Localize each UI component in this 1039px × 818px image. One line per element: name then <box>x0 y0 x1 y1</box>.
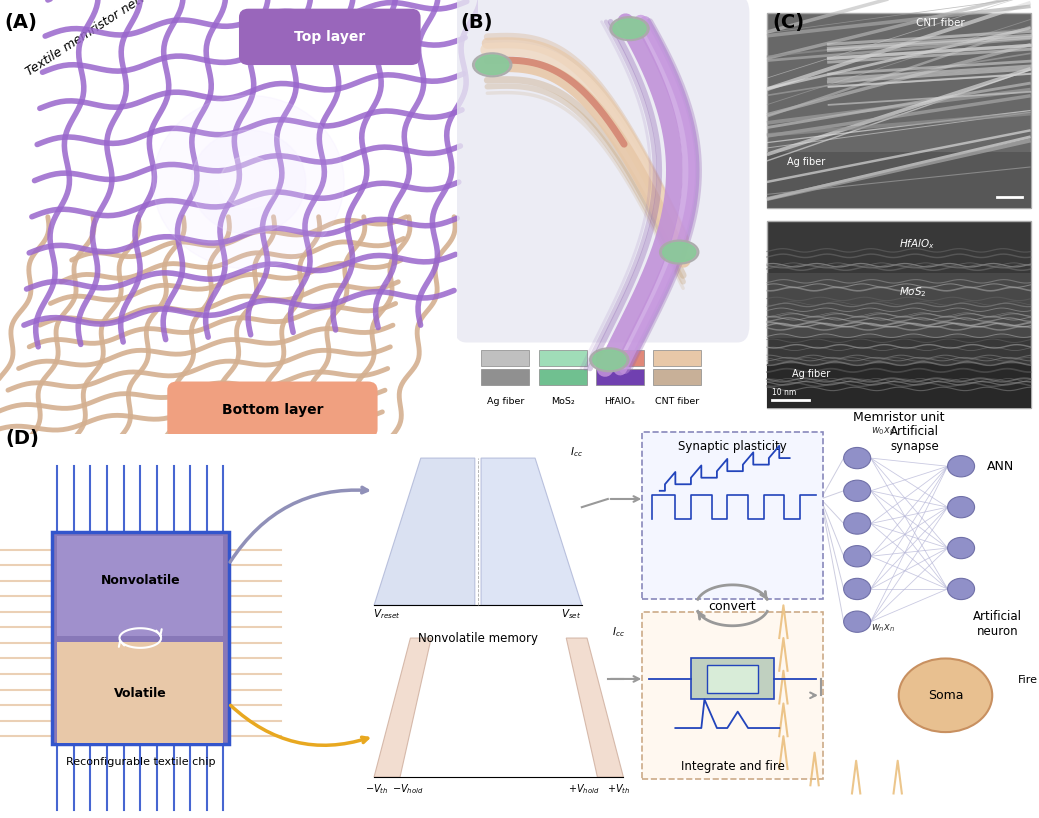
Ellipse shape <box>613 19 646 38</box>
Text: Bottom layer: Bottom layer <box>221 402 323 416</box>
Text: Synaptic plasticity: Synaptic plasticity <box>678 440 787 453</box>
Text: Volatile: Volatile <box>114 687 166 700</box>
FancyBboxPatch shape <box>767 221 1031 407</box>
Circle shape <box>948 497 975 518</box>
Text: $I_{cc}$: $I_{cc}$ <box>570 446 583 460</box>
Text: Ag fiber: Ag fiber <box>787 157 825 167</box>
FancyBboxPatch shape <box>767 273 1031 338</box>
Text: HfAlO$_x$: HfAlO$_x$ <box>899 237 935 251</box>
Text: Nonvolatile: Nonvolatile <box>101 574 180 587</box>
FancyBboxPatch shape <box>57 642 223 743</box>
Polygon shape <box>481 458 582 605</box>
Circle shape <box>191 130 305 234</box>
Text: CNT fiber: CNT fiber <box>655 397 699 406</box>
FancyBboxPatch shape <box>167 381 377 438</box>
Text: Textile memristor network: Textile memristor network <box>24 0 168 78</box>
Text: $I_{cc}$: $I_{cc}$ <box>612 626 624 640</box>
Polygon shape <box>374 638 431 777</box>
Circle shape <box>899 658 992 732</box>
Circle shape <box>220 156 277 208</box>
Text: Ag fiber: Ag fiber <box>792 369 830 380</box>
Text: Nonvolatile memory: Nonvolatile memory <box>418 632 538 645</box>
Text: Soma: Soma <box>928 689 963 702</box>
Text: HfAlOₓ: HfAlOₓ <box>605 397 636 406</box>
Circle shape <box>844 578 871 600</box>
Text: $V_{reset}$: $V_{reset}$ <box>373 608 400 622</box>
Circle shape <box>844 611 871 632</box>
FancyBboxPatch shape <box>454 0 749 343</box>
FancyBboxPatch shape <box>642 612 823 779</box>
FancyBboxPatch shape <box>52 532 229 744</box>
FancyBboxPatch shape <box>767 364 1031 407</box>
Text: Top layer: Top layer <box>294 29 366 44</box>
Text: Artificial
synapse: Artificial synapse <box>889 425 939 453</box>
Text: Fire: Fire <box>1018 675 1038 685</box>
Polygon shape <box>374 458 475 605</box>
Ellipse shape <box>473 53 512 77</box>
Text: (A): (A) <box>5 13 37 32</box>
Circle shape <box>844 513 871 534</box>
Ellipse shape <box>660 240 699 264</box>
FancyBboxPatch shape <box>654 368 701 385</box>
Circle shape <box>844 480 871 501</box>
Ellipse shape <box>663 242 696 262</box>
Circle shape <box>948 537 975 559</box>
FancyBboxPatch shape <box>595 350 644 366</box>
Ellipse shape <box>610 16 649 41</box>
Text: $-V_{th}$: $-V_{th}$ <box>366 782 389 796</box>
FancyBboxPatch shape <box>538 350 587 366</box>
Text: Integrate and fire: Integrate and fire <box>681 760 784 773</box>
Text: $-V_{hold}$: $-V_{hold}$ <box>392 782 423 796</box>
Ellipse shape <box>592 350 625 370</box>
FancyBboxPatch shape <box>691 658 774 699</box>
Text: convert: convert <box>709 600 756 614</box>
Text: 10 nm: 10 nm <box>773 388 797 397</box>
FancyBboxPatch shape <box>767 152 1031 208</box>
FancyBboxPatch shape <box>767 13 1031 208</box>
FancyBboxPatch shape <box>538 368 587 385</box>
FancyBboxPatch shape <box>654 350 701 366</box>
Text: Artificial
neuron: Artificial neuron <box>973 610 1022 638</box>
Text: (D): (D) <box>5 429 39 448</box>
Ellipse shape <box>590 348 629 371</box>
Text: $w_nx_n$: $w_nx_n$ <box>871 622 896 634</box>
Text: Ag fiber: Ag fiber <box>486 397 524 406</box>
Polygon shape <box>566 638 623 777</box>
Text: $V_{set}$: $V_{set}$ <box>561 608 582 622</box>
FancyBboxPatch shape <box>239 9 421 65</box>
FancyBboxPatch shape <box>595 368 644 385</box>
Text: Memristor unit: Memristor unit <box>853 411 944 424</box>
Circle shape <box>153 96 344 269</box>
FancyBboxPatch shape <box>57 536 223 636</box>
Text: CNT fiber: CNT fiber <box>916 18 965 28</box>
Circle shape <box>948 456 975 477</box>
Circle shape <box>844 546 871 567</box>
Circle shape <box>844 447 871 469</box>
Text: MoS₂: MoS₂ <box>551 397 575 406</box>
Text: MoS$_2$: MoS$_2$ <box>899 285 927 299</box>
Text: (C): (C) <box>773 13 804 32</box>
Ellipse shape <box>476 55 509 74</box>
Text: Reconfigurable textile chip: Reconfigurable textile chip <box>65 757 215 766</box>
Text: $+V_{hold}$: $+V_{hold}$ <box>568 782 600 796</box>
FancyBboxPatch shape <box>642 432 823 599</box>
Text: ANN: ANN <box>987 460 1014 473</box>
Text: (B): (B) <box>460 13 492 32</box>
FancyBboxPatch shape <box>481 350 530 366</box>
Text: $w_0x_0$: $w_0x_0$ <box>871 425 896 438</box>
FancyBboxPatch shape <box>707 665 758 693</box>
Text: $+V_{th}$: $+V_{th}$ <box>607 782 630 796</box>
FancyBboxPatch shape <box>481 368 530 385</box>
Circle shape <box>948 578 975 600</box>
